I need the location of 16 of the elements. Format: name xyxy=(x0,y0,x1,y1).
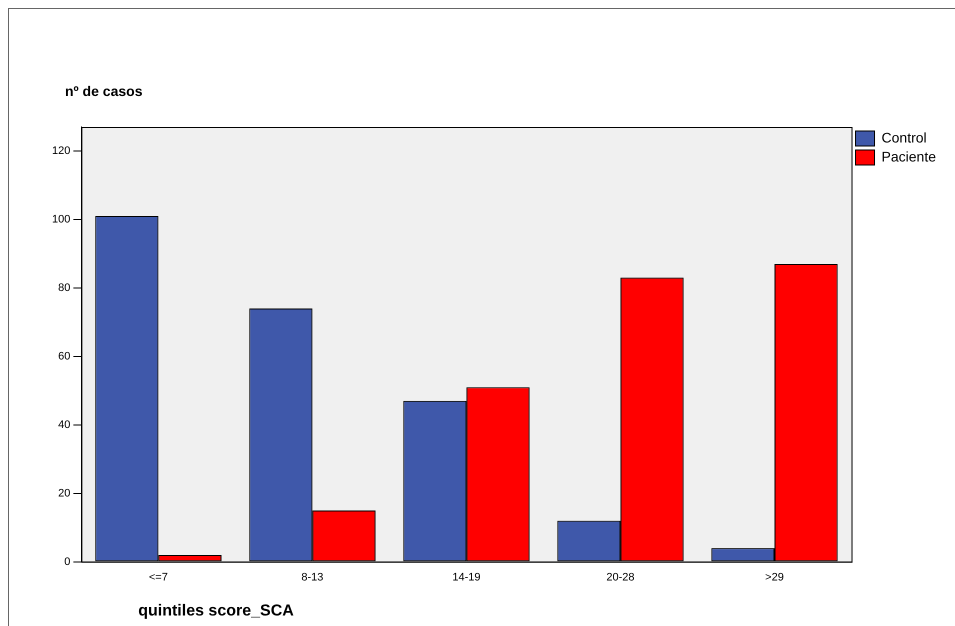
y-tick-label: 60 xyxy=(58,350,70,362)
x-tick-label: 20-28 xyxy=(606,571,635,584)
x-tick-label: 8-13 xyxy=(301,571,324,584)
x-tick-label: 14-19 xyxy=(452,571,481,584)
x-tick-label: >29 xyxy=(765,571,784,584)
y-axis-title: nº de casos xyxy=(65,82,143,99)
y-tick-label: 20 xyxy=(58,487,70,500)
y-tick-label: 0 xyxy=(64,556,70,568)
x-axis-title: quintiles score_SCA xyxy=(138,602,294,620)
y-tick-label: 40 xyxy=(58,418,70,431)
legend-label: Paciente xyxy=(882,148,936,164)
x-tick-label: <=7 xyxy=(148,571,168,584)
legend-label: Control xyxy=(882,129,927,146)
y-tick-label: 120 xyxy=(52,144,70,157)
y-tick-label: 100 xyxy=(52,213,70,226)
y-tick-label: 80 xyxy=(58,282,70,294)
